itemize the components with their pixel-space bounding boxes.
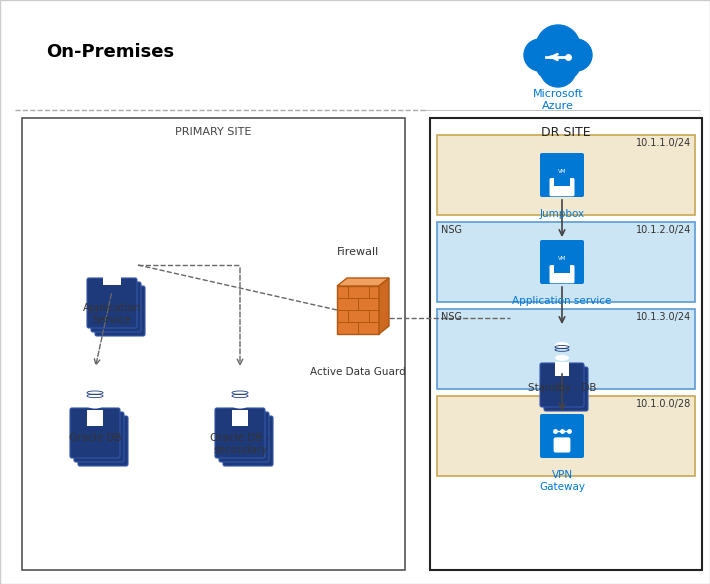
Bar [554,184,570,186]
Circle shape [560,39,592,71]
Bar [101,253,124,259]
Bar [430,118,702,570]
Text: Oracle DB: Oracle DB [69,433,121,443]
Bar [437,309,695,389]
Text: Microsoft
Azure: Microsoft Azure [532,89,584,111]
Bar [559,177,565,182]
Text: 10.1.2.0/24: 10.1.2.0/24 [635,225,691,235]
Circle shape [536,25,580,69]
FancyBboxPatch shape [91,282,141,332]
FancyBboxPatch shape [544,367,588,411]
Circle shape [536,51,564,79]
Text: 10.1.1.0/24: 10.1.1.0/24 [635,138,691,148]
Text: Oracle DB -
secondary: Oracle DB - secondary [210,433,270,454]
FancyBboxPatch shape [70,408,120,458]
FancyBboxPatch shape [78,416,128,466]
Bar [22,118,405,570]
Bar [559,264,565,269]
Circle shape [524,39,556,71]
Text: 10.1.3.0/24: 10.1.3.0/24 [635,312,691,322]
Bar [555,263,569,273]
FancyBboxPatch shape [540,153,584,197]
Polygon shape [379,278,389,334]
Ellipse shape [87,402,103,409]
Ellipse shape [555,342,569,348]
Text: DR SITE: DR SITE [541,126,591,138]
Text: Firewall: Firewall [337,247,379,257]
FancyBboxPatch shape [215,408,265,458]
Text: Jumpbox: Jumpbox [540,209,584,219]
Circle shape [552,51,580,79]
Bar [554,271,570,273]
Text: PRIMARY SITE: PRIMARY SITE [175,127,251,137]
Bar [101,245,114,251]
Circle shape [540,51,576,87]
FancyBboxPatch shape [74,412,124,462]
FancyBboxPatch shape [540,414,584,458]
FancyBboxPatch shape [540,240,584,284]
FancyBboxPatch shape [223,416,273,466]
Text: Application service: Application service [513,296,612,306]
Text: NSG: NSG [441,312,462,322]
Text: Standby - DB: Standby - DB [528,383,596,393]
Text: Active Data Guard: Active Data Guard [310,367,406,377]
Bar [232,410,248,426]
FancyBboxPatch shape [540,363,584,407]
FancyBboxPatch shape [87,278,137,328]
FancyBboxPatch shape [219,412,269,462]
Text: VM: VM [558,256,566,262]
Bar [437,396,695,476]
FancyBboxPatch shape [550,265,574,283]
FancyBboxPatch shape [554,437,570,453]
Ellipse shape [232,387,248,394]
Text: Application
Service: Application Service [82,303,141,325]
Ellipse shape [555,355,569,361]
Bar [555,176,569,186]
Bar [87,410,103,426]
FancyBboxPatch shape [550,178,574,196]
Text: NSG: NSG [441,225,462,235]
Ellipse shape [232,402,248,409]
Ellipse shape [87,387,103,394]
Text: VM: VM [558,169,566,175]
Bar [337,286,379,334]
Text: 10.1.0.0/28: 10.1.0.0/28 [635,399,691,409]
Bar [437,222,695,302]
Bar [555,362,569,376]
Bar [437,135,695,215]
Polygon shape [337,278,389,286]
FancyBboxPatch shape [103,270,121,286]
Text: VPN
Gateway: VPN Gateway [539,470,585,492]
FancyBboxPatch shape [95,286,145,336]
Text: On-Premises: On-Premises [46,43,174,61]
